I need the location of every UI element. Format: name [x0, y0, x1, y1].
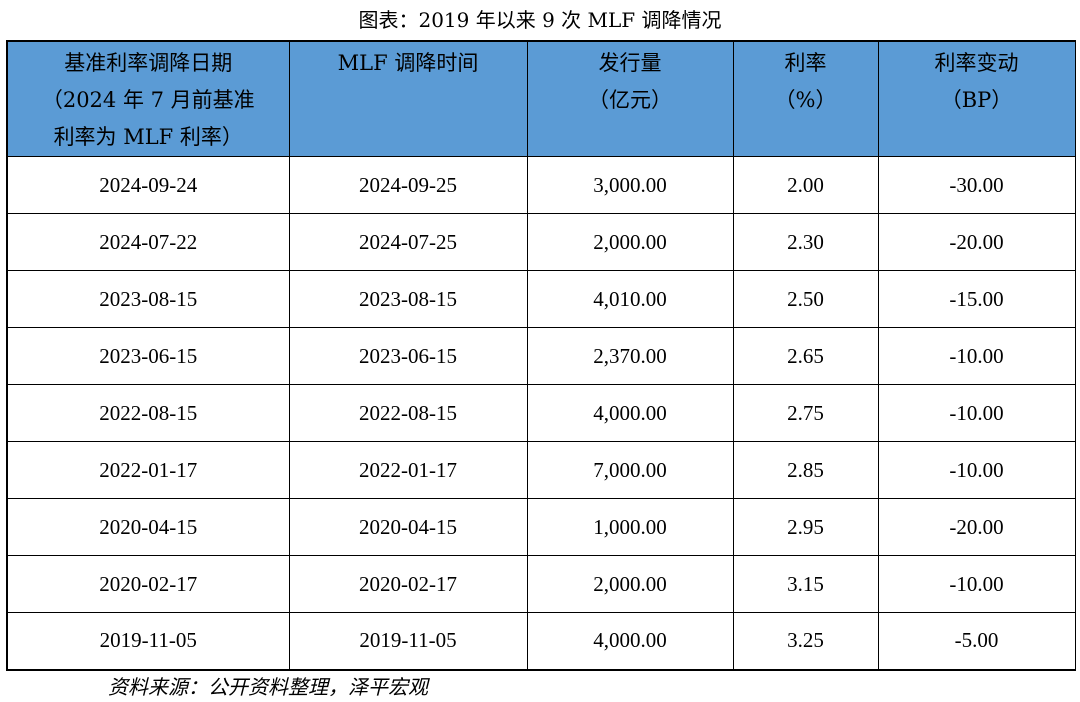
header-text: 利率为 MLF 利率）: [53, 125, 243, 149]
cell-benchmark-date: 2022-01-17: [6, 441, 290, 499]
cell-rate: 2.95: [732, 498, 879, 556]
header-volume: 发行量 （亿元）: [526, 41, 734, 157]
cell-volume: 2,000.00: [526, 555, 734, 613]
cell-rate-change: -5.00: [877, 612, 1076, 671]
cell-rate: 2.30: [732, 213, 879, 271]
header-text: （BP）: [940, 88, 1013, 112]
cell-rate-change: -10.00: [877, 327, 1076, 385]
table-row: 2022-01-17 2022-01-17 7,000.00 2.85 -10.…: [6, 441, 1076, 499]
cell-rate: 2.50: [732, 270, 879, 328]
header-text: （2024 年 7 月前基准: [41, 88, 255, 112]
cell-volume: 4,000.00: [526, 384, 734, 442]
cell-rate-change: -10.00: [877, 441, 1076, 499]
header-text: 发行量: [598, 51, 662, 75]
cell-rate-change: -20.00: [877, 498, 1076, 556]
table-row: 2022-08-15 2022-08-15 4,000.00 2.75 -10.…: [6, 384, 1076, 442]
header-rate: 利率 （%）: [732, 41, 879, 157]
cell-volume: 3,000.00: [526, 156, 734, 214]
cell-benchmark-date: 2022-08-15: [6, 384, 290, 442]
header-row: 基准利率调降日期 （2024 年 7 月前基准 利率为 MLF 利率） MLF …: [6, 41, 1076, 157]
cell-mlf-date: 2024-09-25: [288, 156, 528, 214]
cell-volume: 4,000.00: [526, 612, 734, 671]
cell-mlf-date: 2022-08-15: [288, 384, 528, 442]
cell-benchmark-date: 2023-08-15: [6, 270, 290, 328]
table-row: 2023-08-15 2023-08-15 4,010.00 2.50 -15.…: [6, 270, 1076, 328]
cell-mlf-date: 2019-11-05: [288, 612, 528, 671]
cell-rate: 3.15: [732, 555, 879, 613]
header-rate-change: 利率变动 （BP）: [877, 41, 1076, 157]
cell-rate: 2.00: [732, 156, 879, 214]
header-mlf-date: MLF 调降时间: [288, 41, 528, 157]
header-text: 利率变动: [934, 51, 1019, 75]
cell-rate-change: -30.00: [877, 156, 1076, 214]
cell-benchmark-date: 2020-04-15: [6, 498, 290, 556]
cell-volume: 1,000.00: [526, 498, 734, 556]
cell-volume: 7,000.00: [526, 441, 734, 499]
table-row: 2023-06-15 2023-06-15 2,370.00 2.65 -10.…: [6, 327, 1076, 385]
cell-rate-change: -15.00: [877, 270, 1076, 328]
cell-mlf-date: 2023-06-15: [288, 327, 528, 385]
cell-benchmark-date: 2024-09-24: [6, 156, 290, 214]
cell-volume: 2,370.00: [526, 327, 734, 385]
table-caption: 图表：2019 年以来 9 次 MLF 调降情况: [358, 8, 722, 32]
cell-rate: 3.25: [732, 612, 879, 671]
header-text: （亿元）: [588, 88, 672, 112]
table-row: 2024-07-22 2024-07-25 2,000.00 2.30 -20.…: [6, 213, 1076, 271]
header-text: 利率: [784, 51, 827, 75]
cell-volume: 2,000.00: [526, 213, 734, 271]
mlf-rate-cut-table: 基准利率调降日期 （2024 年 7 月前基准 利率为 MLF 利率） MLF …: [6, 40, 1076, 671]
cell-benchmark-date: 2024-07-22: [6, 213, 290, 271]
table-row: 2020-02-17 2020-02-17 2,000.00 3.15 -10.…: [6, 555, 1076, 613]
cell-benchmark-date: 2019-11-05: [6, 612, 290, 671]
table-row: 2024-09-24 2024-09-25 3,000.00 2.00 -30.…: [6, 156, 1076, 214]
header-benchmark-date: 基准利率调降日期 （2024 年 7 月前基准 利率为 MLF 利率）: [6, 41, 290, 157]
source-note: 资料来源：公开资料整理，泽平宏观: [108, 675, 428, 699]
header-text: MLF 调降时间: [337, 51, 479, 75]
cell-rate-change: -20.00: [877, 213, 1076, 271]
header-text: 基准利率调降日期: [64, 51, 233, 75]
cell-mlf-date: 2024-07-25: [288, 213, 528, 271]
cell-rate-change: -10.00: [877, 555, 1076, 613]
table-row: 2019-11-05 2019-11-05 4,000.00 3.25 -5.0…: [6, 612, 1076, 671]
cell-rate: 2.85: [732, 441, 879, 499]
cell-mlf-date: 2020-04-15: [288, 498, 528, 556]
header-text: （%）: [774, 88, 837, 112]
cell-mlf-date: 2020-02-17: [288, 555, 528, 613]
cell-rate-change: -10.00: [877, 384, 1076, 442]
cell-mlf-date: 2023-08-15: [288, 270, 528, 328]
cell-volume: 4,010.00: [526, 270, 734, 328]
cell-benchmark-date: 2020-02-17: [6, 555, 290, 613]
cell-rate: 2.75: [732, 384, 879, 442]
cell-rate: 2.65: [732, 327, 879, 385]
cell-mlf-date: 2022-01-17: [288, 441, 528, 499]
table-row: 2020-04-15 2020-04-15 1,000.00 2.95 -20.…: [6, 498, 1076, 556]
cell-benchmark-date: 2023-06-15: [6, 327, 290, 385]
